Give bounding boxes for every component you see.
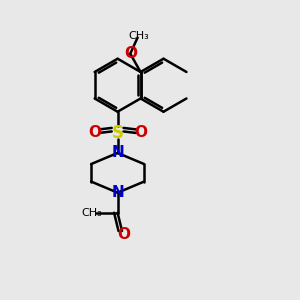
Text: CH₃: CH₃ <box>129 31 149 41</box>
Text: O: O <box>124 46 137 61</box>
Text: O: O <box>88 125 101 140</box>
Text: N: N <box>111 185 124 200</box>
Text: CH₃: CH₃ <box>82 208 102 218</box>
Text: S: S <box>112 124 124 142</box>
Text: N: N <box>111 146 124 160</box>
Text: O: O <box>134 125 147 140</box>
Text: O: O <box>117 227 130 242</box>
